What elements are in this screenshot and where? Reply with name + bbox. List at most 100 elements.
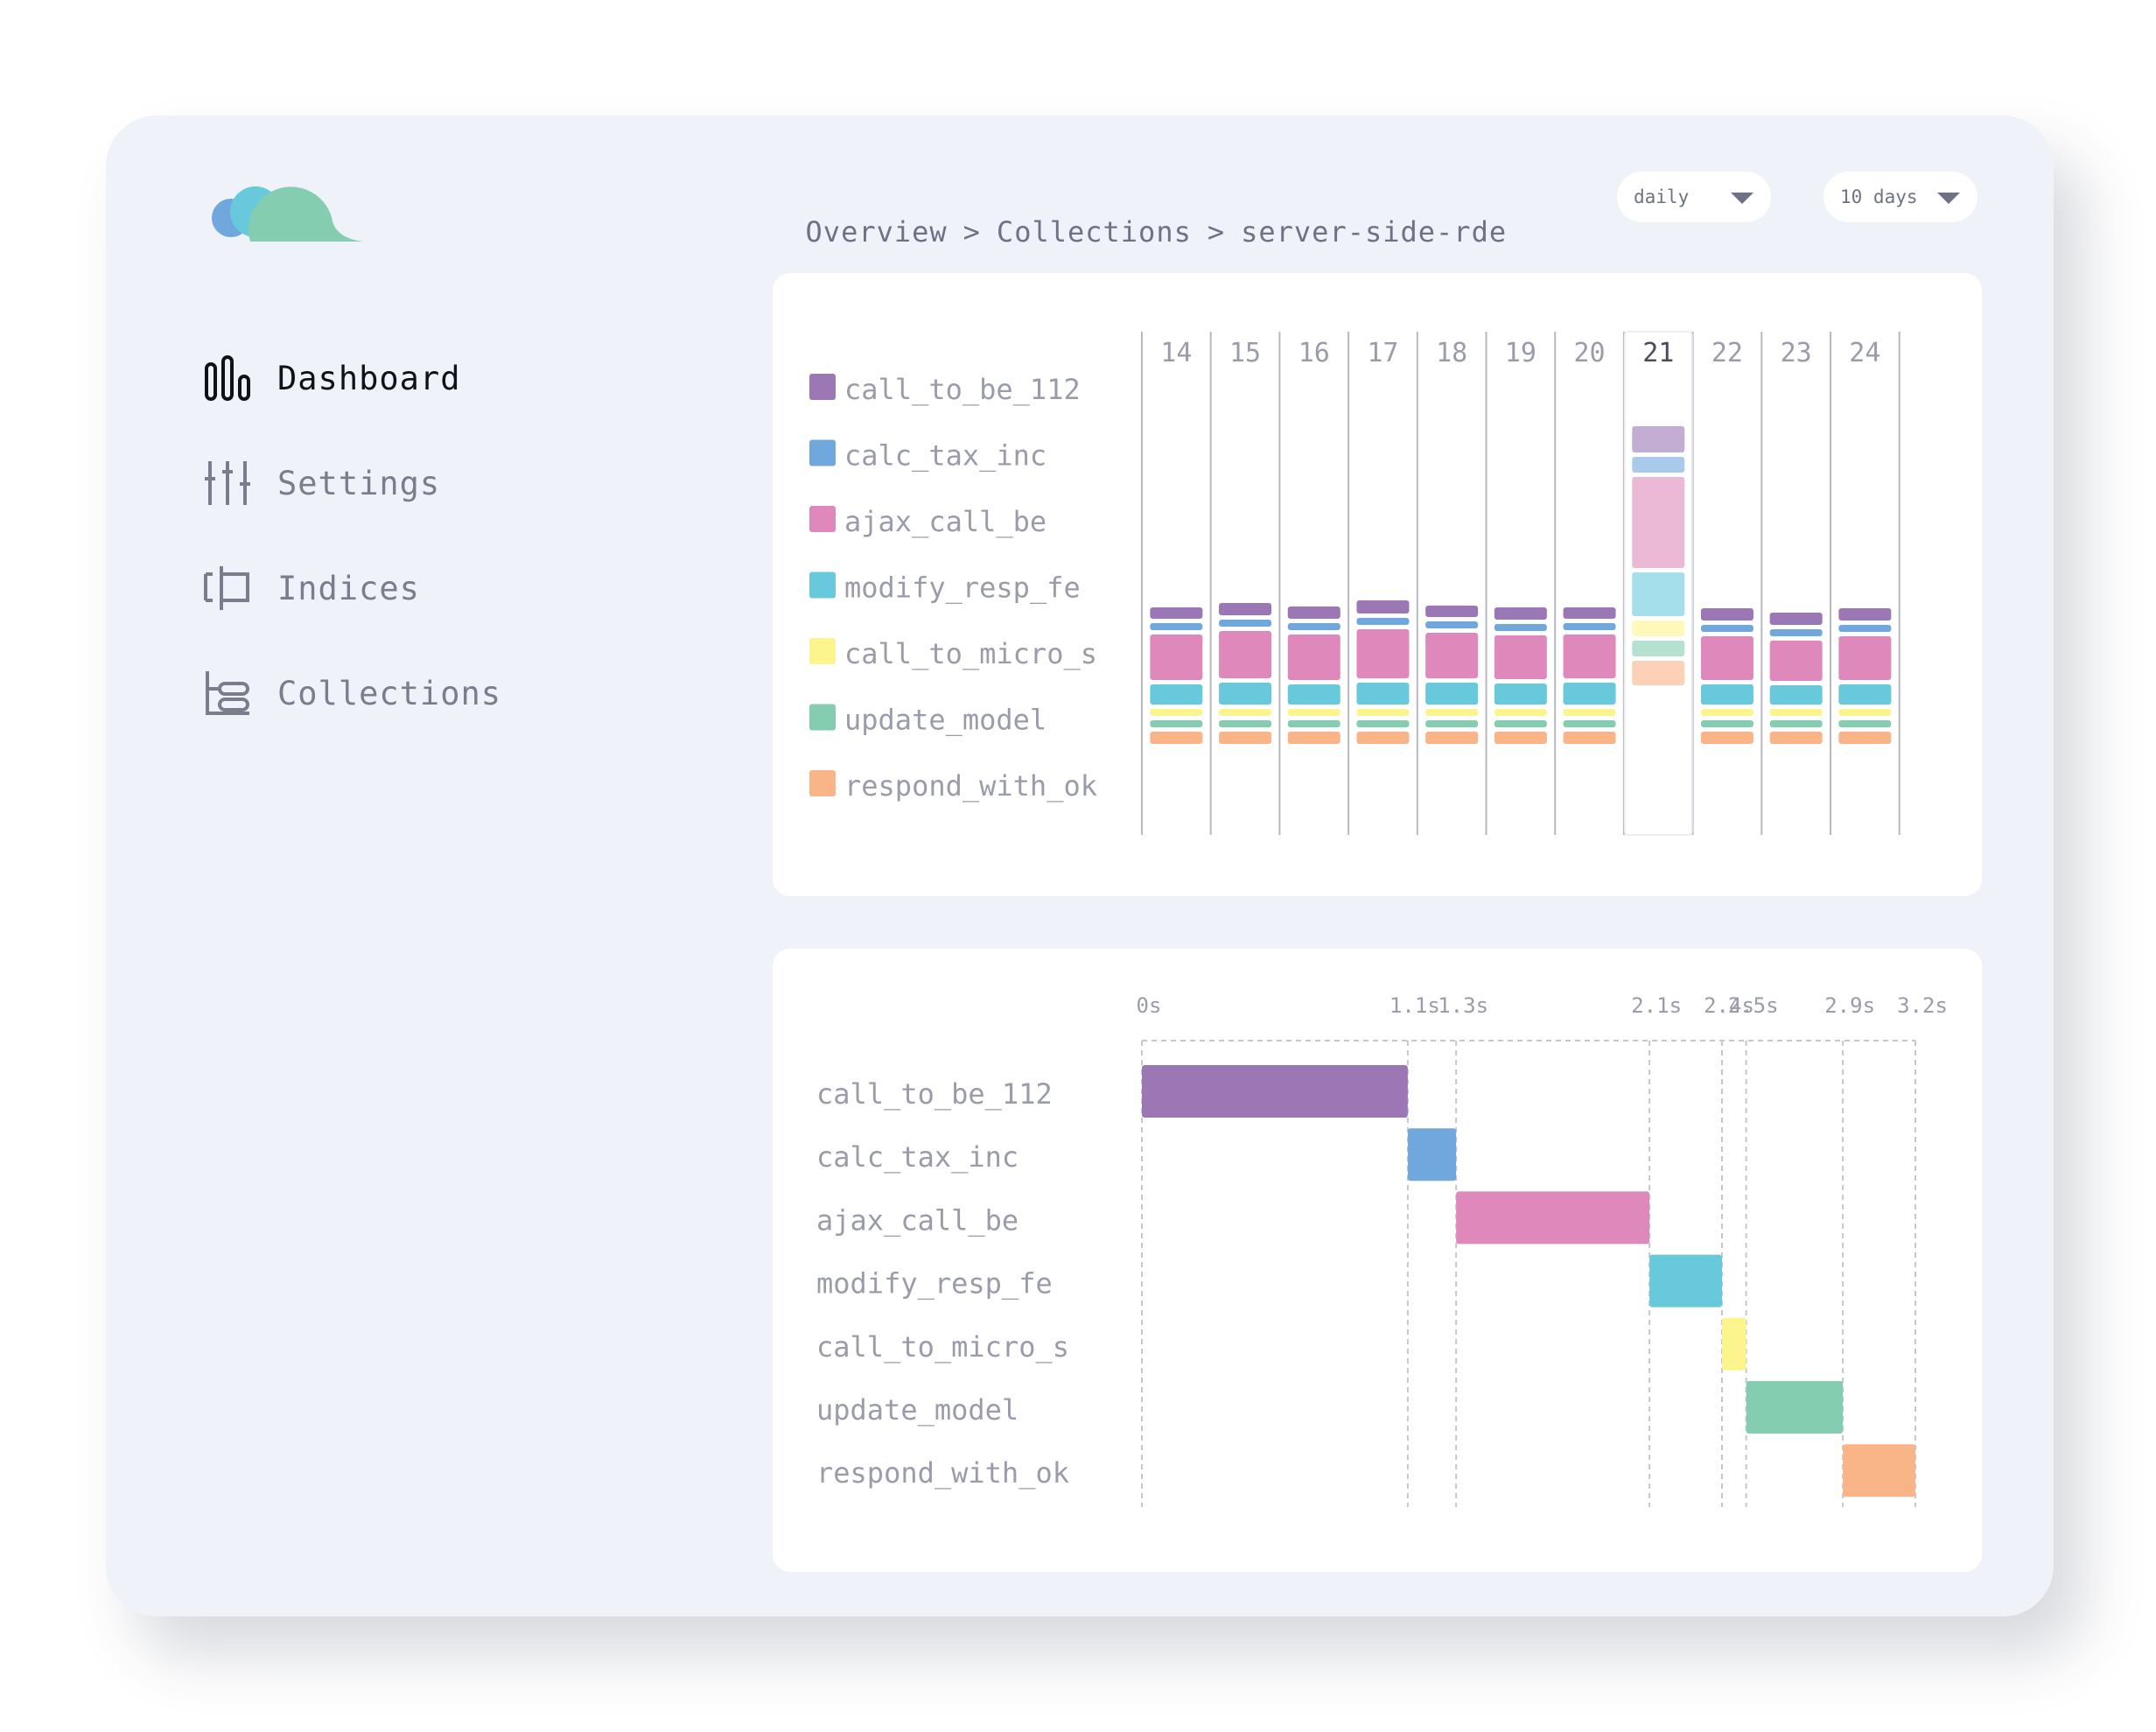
- nav-label-indices: Indices: [277, 569, 420, 607]
- timeline-chart: 0s 1.1s1.3s 2.1s 2.4s2.5s 2.9s 3.2s call_to_be…: [816, 993, 1948, 1507]
- bar-segment-ajax-call-be: [1632, 477, 1685, 568]
- nav-item-dashboard[interactable]: Dashboard: [204, 354, 501, 403]
- bar-segment-calc-tax-inc: [1632, 457, 1685, 473]
- interval-dropdown[interactable]: daily: [1617, 172, 1771, 222]
- bar-segment-update-model: [1425, 720, 1479, 727]
- x-tick-label-19: 19: [1505, 338, 1536, 368]
- bar-segment-call-to-micro-s: [1150, 709, 1203, 716]
- breadcrumb-overview[interactable]: Overview: [805, 215, 948, 249]
- bar-segment-call-to-be-112: [1494, 607, 1547, 620]
- nav-label-collections: Collections: [277, 674, 502, 712]
- bar-segment-ajax-call-be: [1425, 633, 1479, 678]
- task-bar-update-model: [1746, 1381, 1844, 1434]
- bar-segment-update-model: [1838, 720, 1892, 727]
- task-bar-call-to-be-112: [1142, 1065, 1408, 1118]
- bar-segment-calc-tax-inc: [1425, 621, 1479, 628]
- bar-segment-ajax-call-be: [1356, 629, 1410, 678]
- bar-segment-modify-resp-fe: [1219, 683, 1272, 705]
- bar-segment-ajax-call-be: [1838, 636, 1892, 680]
- bar-segment-update-model: [1219, 720, 1272, 727]
- bar-segment-calc-tax-inc: [1563, 623, 1616, 630]
- legend-label-respond-with-ok: respond_with_ok: [844, 769, 1097, 803]
- bar-segment-update-model: [1150, 720, 1203, 727]
- bar-segment-respond-with-ok: [1769, 732, 1823, 744]
- bar-segment-calc-tax-inc: [1150, 623, 1203, 630]
- bar-segment-ajax-call-be: [1700, 636, 1754, 680]
- time-tick-label: 1.3s: [1438, 993, 1488, 1018]
- bar-segment-calc-tax-inc: [1700, 625, 1754, 632]
- bar-segment-respond-with-ok: [1219, 732, 1272, 744]
- bar-segment-modify-resp-fe: [1769, 685, 1823, 705]
- nav-item-settings[interactable]: Settings: [204, 459, 501, 508]
- x-tick-label-17: 17: [1367, 338, 1398, 368]
- bar-segment-call-to-micro-s: [1219, 709, 1272, 716]
- range-dropdown[interactable]: 10 days: [1824, 172, 1978, 222]
- x-tick-label-21: 21: [1642, 338, 1674, 368]
- task-bar-call-to-micro-s: [1722, 1317, 1746, 1371]
- x-tick-label-20: 20: [1573, 338, 1605, 368]
- bar-segment-call-to-be-112: [1356, 600, 1410, 614]
- bar-segment-ajax-call-be: [1494, 635, 1547, 679]
- task-label-calc-tax-inc: calc_tax_inc: [816, 1140, 1018, 1174]
- legend-label-ajax-call-be: ajax_call_be: [844, 505, 1046, 538]
- bar-segment-call-to-be-112: [1425, 606, 1479, 617]
- bar-segment-modify-resp-fe: [1632, 572, 1685, 616]
- task-bar-ajax-call-be: [1456, 1191, 1650, 1245]
- bar-segment-call-to-micro-s: [1563, 709, 1616, 716]
- collections-icon: [204, 670, 251, 717]
- bar-segment-respond-with-ok: [1700, 732, 1754, 744]
- legend-swatch-call-to-micro-s: [809, 638, 836, 664]
- bar-segment-call-to-micro-s: [1356, 709, 1410, 716]
- bar-segment-update-model: [1356, 720, 1410, 727]
- bar-segment-modify-resp-fe: [1425, 683, 1479, 705]
- bar-segment-calc-tax-inc: [1356, 618, 1410, 625]
- nav-item-collections[interactable]: Collections: [204, 669, 501, 718]
- bar-chart-icon: [204, 354, 251, 402]
- bar-segment-call-to-micro-s: [1287, 709, 1340, 716]
- x-tick-label-15: 15: [1229, 338, 1261, 368]
- time-tick-label: 1.1s: [1390, 993, 1440, 1018]
- breadcrumb-collections[interactable]: Collections: [996, 215, 1192, 249]
- bar-segment-modify-resp-fe: [1563, 683, 1616, 705]
- sliders-icon: [204, 459, 251, 507]
- bar-segment-call-to-be-112: [1700, 608, 1754, 621]
- time-tick-label: 0s: [1137, 993, 1162, 1018]
- time-tick-label: 3.2s: [1897, 993, 1948, 1018]
- bar-segment-ajax-call-be: [1769, 641, 1823, 681]
- bar-segment-calc-tax-inc: [1287, 623, 1340, 630]
- bar-segment-call-to-micro-s: [1838, 709, 1892, 716]
- bar-segment-call-to-be-112: [1563, 607, 1616, 619]
- x-tick-label-14: 14: [1160, 338, 1192, 368]
- legend-label-modify-resp-fe: modify_resp_fe: [844, 571, 1081, 605]
- task-bar-calc-tax-inc: [1407, 1128, 1457, 1182]
- bar-segment-update-model: [1494, 720, 1547, 727]
- bar-segment-ajax-call-be: [1563, 635, 1616, 678]
- nav-label-settings: Settings: [277, 464, 441, 502]
- legend-label-call-to-be-112: call_to_be_112: [844, 373, 1081, 406]
- bar-segment-modify-resp-fe: [1287, 684, 1340, 705]
- bar-segment-respond-with-ok: [1287, 732, 1340, 744]
- bar-segment-ajax-call-be: [1150, 635, 1203, 680]
- bar-segment-call-to-micro-s: [1425, 709, 1479, 716]
- chevron-down-icon: [1731, 193, 1754, 204]
- chevron-down-icon: [1937, 193, 1960, 204]
- interval-value: daily: [1634, 186, 1690, 207]
- bar-segment-respond-with-ok: [1632, 661, 1685, 685]
- bar-segment-update-model: [1700, 720, 1754, 727]
- x-tick-label-24: 24: [1849, 338, 1880, 368]
- nav-item-indices[interactable]: Indices: [204, 564, 501, 613]
- time-tick-label: 2.4s: [1704, 993, 1754, 1018]
- bar-segment-call-to-micro-s: [1769, 709, 1823, 716]
- indices-icon: [204, 564, 251, 612]
- bar-segment-ajax-call-be: [1287, 635, 1340, 680]
- task-label-call-to-micro-s: call_to_micro_s: [816, 1330, 1069, 1364]
- bar-segment-update-model: [1632, 641, 1685, 656]
- legend-swatch-update-model: [809, 704, 836, 731]
- legend-swatch-respond-with-ok: [809, 770, 836, 796]
- legend-swatch-calc-tax-inc: [809, 439, 836, 466]
- bar-segment-call-to-be-112: [1287, 607, 1340, 619]
- bar-segment-call-to-micro-s: [1494, 709, 1547, 716]
- breadcrumb: Overview > Collections > server-side-rde: [770, 182, 1507, 249]
- bar-segment-call-to-micro-s: [1700, 709, 1754, 716]
- bar-segment-calc-tax-inc: [1494, 624, 1547, 631]
